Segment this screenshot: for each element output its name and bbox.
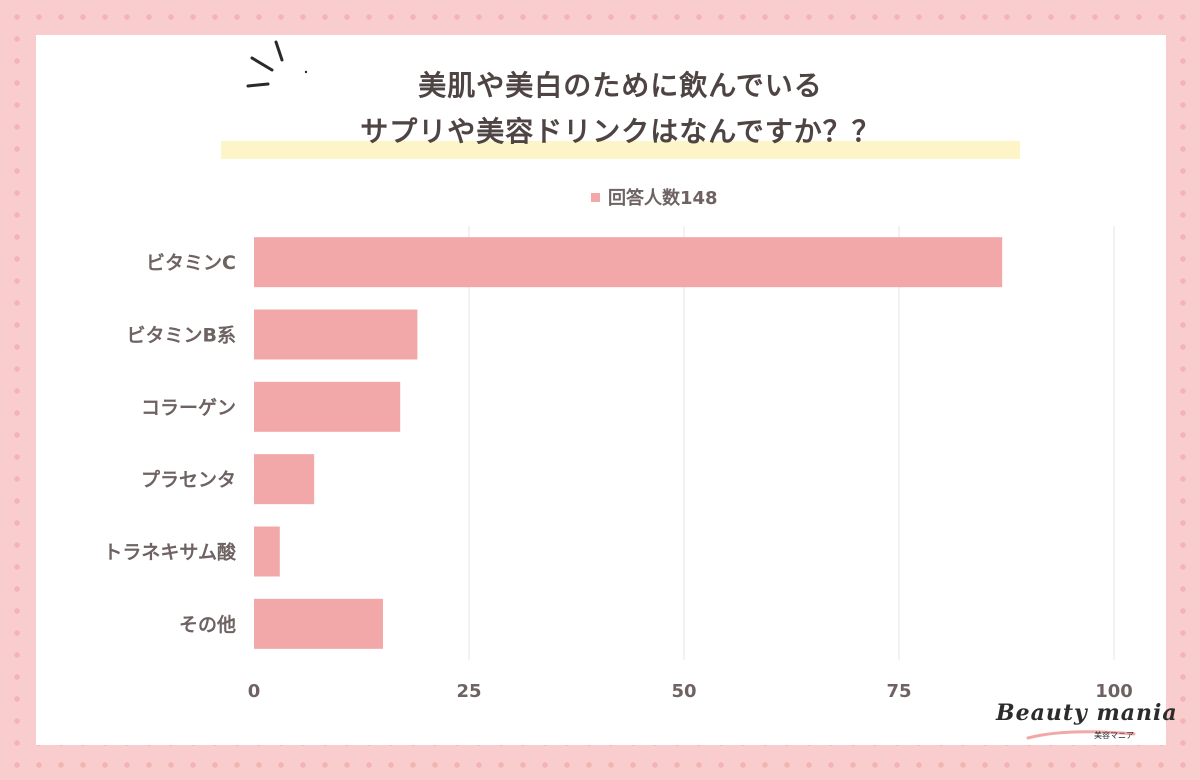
category-label: トラネキサム酸 [103,541,237,564]
category-label: その他 [179,613,236,636]
category-label: ビタミンB系 [127,325,236,347]
brand-logo: Beauty mania 美容マニア [996,700,1177,750]
x-tick-label: 25 [456,681,481,702]
x-tick-label: 0 [248,681,261,702]
x-tick-label: 100 [1095,681,1133,702]
logo-text: Beauty mania [996,700,1178,726]
title-highlight [221,141,1020,159]
category-label: コラーゲン [141,397,236,419]
x-tick-label: 50 [671,681,696,702]
legend-swatch [591,192,600,202]
logo-subtext: 美容マニア [1094,731,1134,740]
chart-title-line1: 美肌や美白のために飲んでいる [418,69,823,102]
bar-3 [254,454,315,505]
bar-0 [254,237,1003,288]
logo-swash-icon [1026,730,1136,740]
bar-2 [254,381,401,432]
bar-4 [254,526,280,577]
chart-title-line2: サプリや美容ドリンクはなんですか？？ [360,115,881,148]
legend: 回答人数148 [591,186,718,209]
category-label: プラセンタ [141,468,236,491]
bar-5 [254,598,383,649]
category-label: ビタミンC [146,252,236,274]
x-tick-label: 75 [886,681,911,702]
legend-label: 回答人数148 [608,188,718,209]
accent-lines-icon [246,40,308,88]
bar-1 [254,309,418,360]
